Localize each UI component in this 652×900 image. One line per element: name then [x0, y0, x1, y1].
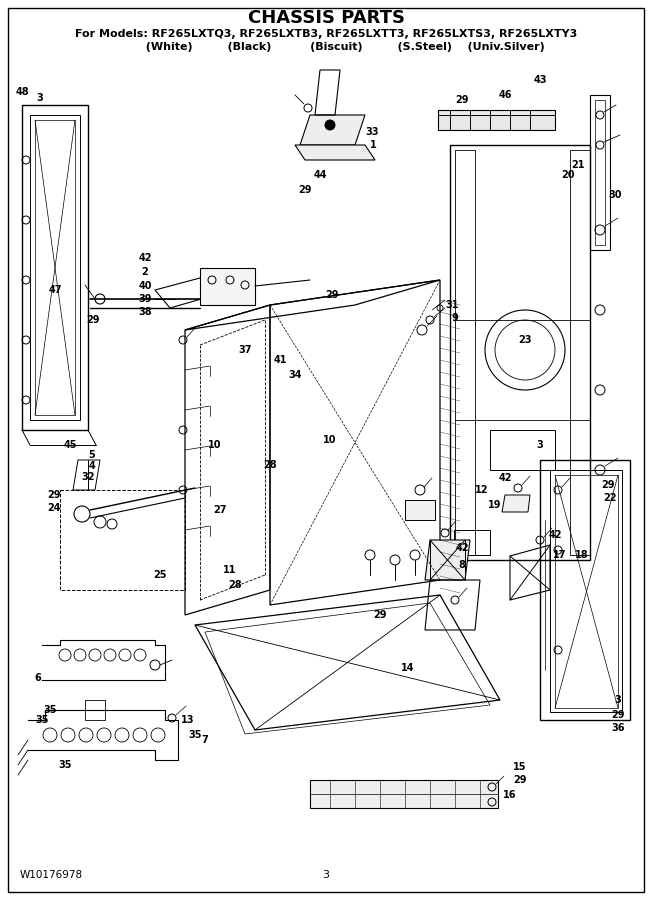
Text: 42: 42 — [455, 543, 469, 553]
Text: 44: 44 — [313, 170, 327, 180]
Text: 43: 43 — [533, 75, 547, 85]
Text: 29: 29 — [86, 315, 100, 325]
Polygon shape — [425, 540, 470, 580]
Text: 39: 39 — [138, 294, 152, 304]
Text: 29: 29 — [601, 480, 615, 490]
Text: 35: 35 — [188, 730, 201, 740]
Text: 29: 29 — [612, 710, 625, 720]
Text: (White)         (Black)          (Biscuit)         (S.Steel)    (Univ.Silver): (White) (Black) (Biscuit) (S.Steel) (Uni… — [107, 42, 545, 52]
Text: 5: 5 — [89, 450, 95, 460]
Text: 14: 14 — [401, 663, 415, 673]
Text: 10: 10 — [208, 440, 222, 450]
Text: 11: 11 — [223, 565, 237, 575]
Polygon shape — [300, 115, 365, 145]
Text: 29: 29 — [47, 490, 61, 500]
Text: 17: 17 — [554, 550, 567, 560]
Polygon shape — [502, 495, 530, 512]
Text: 36: 36 — [612, 723, 625, 733]
Text: 46: 46 — [498, 90, 512, 100]
Text: 20: 20 — [561, 170, 575, 180]
Text: 8: 8 — [458, 560, 466, 570]
Polygon shape — [310, 780, 498, 808]
Text: 18: 18 — [575, 550, 589, 560]
Text: 42: 42 — [498, 473, 512, 483]
Text: 19: 19 — [488, 500, 502, 510]
Text: 34: 34 — [288, 370, 302, 380]
Text: 16: 16 — [503, 790, 517, 800]
Text: 38: 38 — [138, 307, 152, 317]
Text: 10: 10 — [323, 435, 336, 445]
Text: 3: 3 — [323, 870, 329, 880]
Text: 7: 7 — [201, 735, 209, 745]
Text: 4: 4 — [89, 461, 95, 471]
Text: 35: 35 — [58, 760, 72, 770]
Text: 29: 29 — [325, 290, 339, 300]
Text: 29: 29 — [455, 95, 469, 105]
Text: 42: 42 — [138, 253, 152, 263]
Text: 41: 41 — [273, 355, 287, 365]
Text: 30: 30 — [608, 190, 622, 200]
Text: 9: 9 — [452, 313, 458, 323]
Text: 21: 21 — [571, 160, 585, 170]
Text: 45: 45 — [63, 440, 77, 450]
Text: 6: 6 — [35, 673, 41, 683]
Text: 13: 13 — [181, 715, 195, 725]
Text: 48: 48 — [15, 87, 29, 97]
Text: 23: 23 — [518, 335, 532, 345]
Text: For Models: RF265LXTQ3, RF265LXTB3, RF265LXTT3, RF265LXTS3, RF265LXTY3: For Models: RF265LXTQ3, RF265LXTB3, RF26… — [75, 29, 577, 39]
Text: 22: 22 — [603, 493, 617, 503]
Text: 40: 40 — [138, 281, 152, 291]
Text: 31: 31 — [445, 300, 459, 310]
Text: 3: 3 — [37, 93, 44, 103]
Text: 29: 29 — [513, 775, 527, 785]
Polygon shape — [200, 268, 255, 305]
Text: 29: 29 — [373, 610, 387, 620]
Text: 3: 3 — [615, 695, 621, 705]
Text: 24: 24 — [47, 503, 61, 513]
Circle shape — [325, 120, 335, 130]
Text: 12: 12 — [475, 485, 489, 495]
Text: 35: 35 — [35, 715, 49, 725]
Text: W10176978: W10176978 — [20, 870, 83, 880]
Text: 15: 15 — [513, 762, 527, 772]
Polygon shape — [405, 500, 435, 520]
Polygon shape — [295, 145, 375, 160]
Text: 37: 37 — [238, 345, 252, 355]
Text: 3: 3 — [537, 440, 543, 450]
Text: 29: 29 — [298, 185, 312, 195]
Text: 33: 33 — [365, 127, 379, 137]
Text: 47: 47 — [48, 285, 62, 295]
Text: CHASSIS PARTS: CHASSIS PARTS — [248, 9, 404, 27]
Polygon shape — [438, 110, 555, 130]
Text: 2: 2 — [141, 267, 149, 277]
Text: 25: 25 — [153, 570, 167, 580]
Text: 27: 27 — [213, 505, 227, 515]
Text: 28: 28 — [263, 460, 277, 470]
Text: 1: 1 — [370, 140, 376, 150]
Text: 28: 28 — [228, 580, 242, 590]
Text: 32: 32 — [82, 472, 95, 482]
Text: 35: 35 — [43, 705, 57, 715]
Text: 42: 42 — [548, 530, 562, 540]
